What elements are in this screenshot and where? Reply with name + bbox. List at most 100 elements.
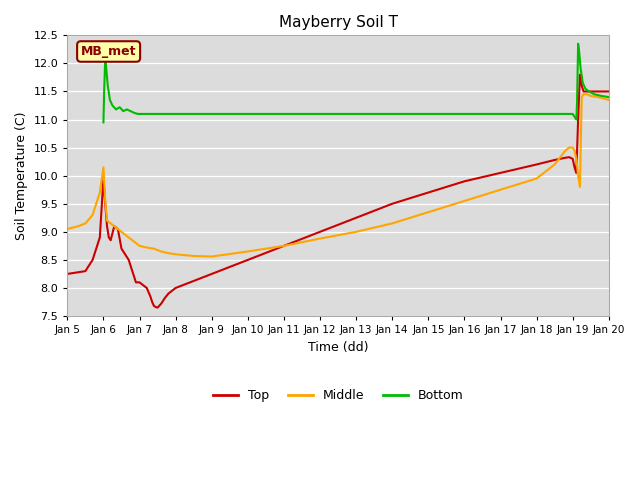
Bottom	[571, 114, 579, 120]
Bottom	[136, 111, 143, 117]
Middle	[532, 176, 540, 181]
Bottom	[120, 108, 127, 114]
Middle	[150, 246, 158, 252]
Bottom	[116, 104, 124, 110]
Middle	[571, 147, 579, 153]
Middle	[125, 235, 132, 240]
Top	[576, 72, 584, 77]
Bottom	[127, 108, 134, 114]
Middle	[587, 93, 595, 99]
Bottom	[208, 111, 216, 117]
Top	[147, 293, 154, 299]
Middle	[578, 94, 586, 100]
Middle	[107, 220, 115, 226]
Middle	[497, 187, 504, 192]
Bottom	[134, 111, 141, 117]
Bottom	[109, 103, 116, 108]
Bottom	[123, 107, 131, 112]
Bottom	[569, 111, 577, 117]
Middle	[573, 156, 580, 162]
Middle	[190, 253, 198, 259]
Bottom	[585, 89, 593, 95]
Top	[316, 229, 324, 235]
Bottom	[565, 111, 573, 117]
Bottom	[605, 94, 612, 100]
Middle	[562, 147, 570, 153]
Bottom	[574, 41, 582, 47]
Middle	[100, 164, 108, 170]
Top	[280, 243, 288, 249]
Middle	[280, 243, 288, 249]
Middle	[172, 252, 179, 257]
Bottom	[461, 111, 468, 117]
Bottom	[562, 111, 570, 117]
Bottom	[244, 111, 252, 117]
Middle	[574, 173, 582, 179]
Bottom	[582, 86, 589, 92]
Middle	[424, 209, 432, 215]
Middle	[352, 229, 360, 235]
Text: MB_met: MB_met	[81, 45, 136, 58]
Middle	[136, 243, 143, 249]
Bottom	[143, 111, 150, 117]
Bottom	[591, 91, 598, 97]
Middle	[551, 162, 559, 168]
Line: Bottom: Bottom	[104, 44, 609, 122]
Middle	[244, 249, 252, 254]
Y-axis label: Soil Temperature (C): Soil Temperature (C)	[15, 111, 28, 240]
Bottom	[100, 120, 108, 125]
Middle	[164, 250, 172, 256]
Middle	[576, 184, 584, 190]
Middle	[569, 145, 577, 151]
Middle	[121, 232, 129, 238]
Middle	[81, 220, 89, 226]
Bottom	[172, 111, 179, 117]
Bottom	[154, 111, 161, 117]
Middle	[583, 91, 591, 97]
Middle	[74, 223, 82, 229]
Middle	[157, 249, 165, 254]
Middle	[132, 240, 140, 246]
Top	[461, 179, 468, 184]
Bottom	[131, 110, 138, 116]
Middle	[316, 236, 324, 241]
Middle	[129, 238, 136, 243]
Middle	[63, 226, 71, 232]
Middle	[208, 253, 216, 259]
Middle	[580, 91, 588, 97]
Top	[154, 305, 161, 311]
Middle	[101, 198, 109, 204]
Bottom	[112, 107, 120, 112]
Title: Mayberry Soil T: Mayberry Soil T	[278, 15, 397, 30]
Top	[208, 271, 216, 277]
Top	[605, 89, 612, 95]
Line: Middle: Middle	[67, 94, 609, 256]
Middle	[594, 94, 602, 100]
Bottom	[532, 111, 540, 117]
Bottom	[573, 100, 581, 106]
Middle	[96, 190, 104, 195]
Bottom	[316, 111, 324, 117]
Bottom	[388, 111, 396, 117]
Middle	[388, 220, 396, 226]
Legend: Top, Middle, Bottom: Top, Middle, Bottom	[207, 384, 468, 407]
Middle	[103, 218, 111, 224]
Middle	[89, 212, 97, 218]
Line: Top: Top	[67, 74, 609, 308]
Bottom	[598, 93, 605, 99]
Middle	[461, 198, 468, 204]
Bottom	[573, 117, 580, 122]
Middle	[111, 223, 118, 229]
X-axis label: Time (dd): Time (dd)	[308, 341, 369, 354]
Middle	[605, 97, 612, 103]
Middle	[143, 245, 150, 251]
Middle	[565, 145, 573, 151]
Top	[107, 238, 115, 243]
Bottom	[106, 97, 114, 103]
Bottom	[579, 80, 587, 86]
Bottom	[101, 55, 109, 60]
Top	[63, 271, 71, 277]
Bottom	[100, 89, 108, 95]
Bottom	[551, 111, 559, 117]
Bottom	[102, 66, 110, 72]
